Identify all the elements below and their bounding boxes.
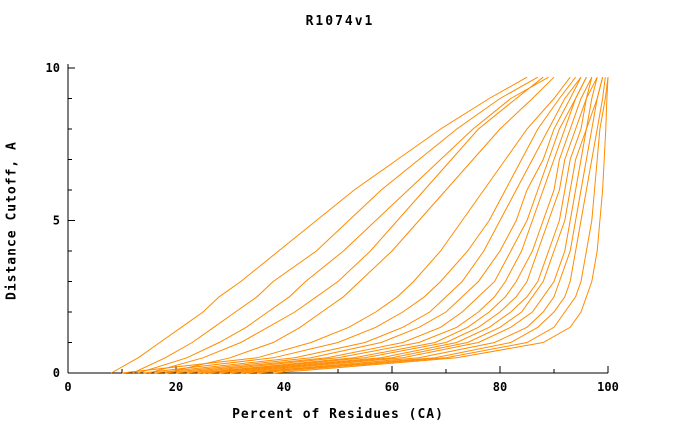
x-axis-label: Percent of Residues (CA) <box>232 407 444 422</box>
model-curve <box>256 77 609 374</box>
model-curve <box>121 76 571 374</box>
model-curve <box>165 76 555 374</box>
model-curve <box>143 76 576 374</box>
model-curve <box>273 77 609 374</box>
model-curve <box>175 76 587 374</box>
model-curve <box>219 77 598 374</box>
model-curve <box>138 76 549 374</box>
chart-title: R1074v1 <box>305 14 375 29</box>
y-tick-label: 0 <box>53 366 60 380</box>
y-tick-label: 5 <box>53 214 60 228</box>
model-curve <box>240 77 604 374</box>
model-curve <box>229 77 604 374</box>
model-curve <box>132 76 539 374</box>
x-tick-label: 40 <box>277 380 291 394</box>
model-curve <box>197 76 593 374</box>
y-tick-label: 10 <box>46 61 60 75</box>
x-tick-label: 0 <box>64 380 71 394</box>
x-tick-label: 100 <box>597 380 619 394</box>
x-tick-label: 80 <box>493 380 507 394</box>
model-curve <box>246 77 606 374</box>
x-tick-label: 60 <box>385 380 399 394</box>
model-curve <box>208 76 598 374</box>
x-tick-label: 20 <box>169 380 183 394</box>
model-curve <box>154 76 582 374</box>
model-curve <box>110 76 528 374</box>
model-curve <box>186 76 587 374</box>
model-curve <box>148 76 544 374</box>
model-curve <box>165 76 582 374</box>
model-curve <box>202 77 593 374</box>
